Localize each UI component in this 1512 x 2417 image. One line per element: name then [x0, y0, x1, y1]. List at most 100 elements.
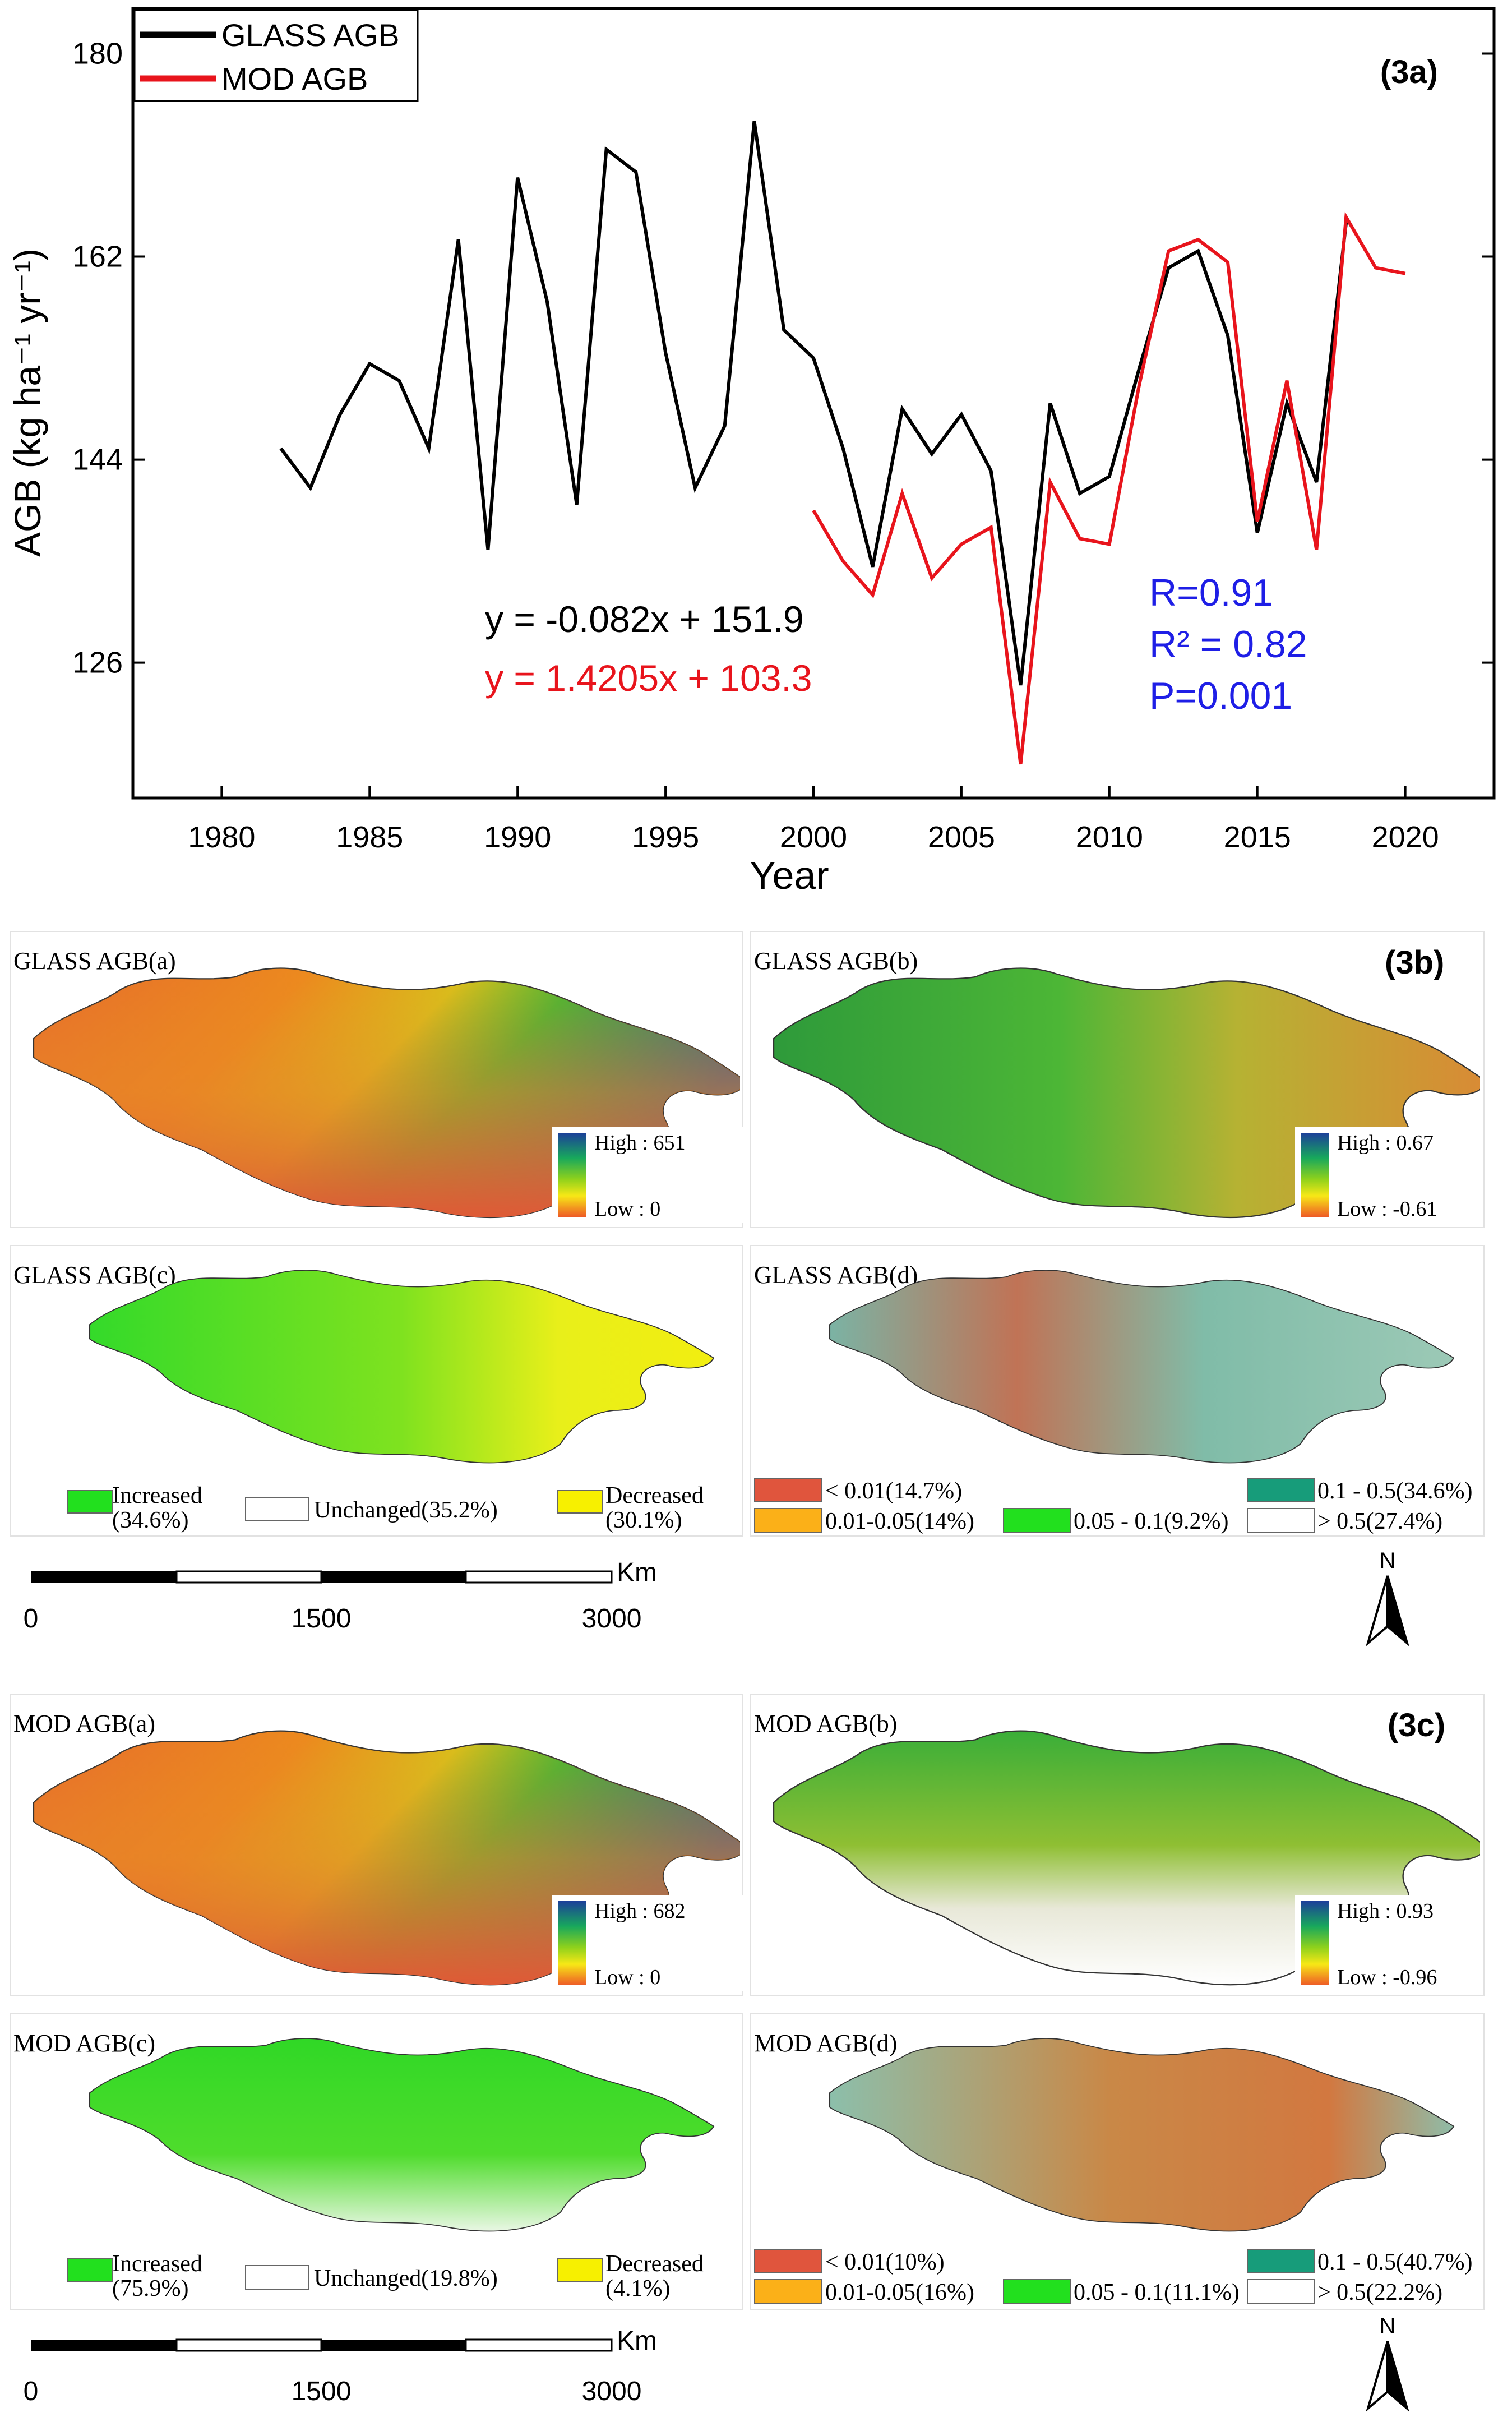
- colorbar-glass-b: High : 0.67 Low : -0.61: [1295, 1127, 1480, 1223]
- svg-text:0: 0: [24, 2377, 39, 2406]
- legend-swatch-increased: [67, 1490, 113, 1514]
- map-mod-d: [829, 2038, 1455, 2232]
- north-arrow-icon: N: [1366, 2314, 1409, 2412]
- map-mod-c: [89, 2038, 715, 2232]
- svg-text:> 0.5(27.4%): > 0.5(27.4%): [1317, 1509, 1442, 1534]
- svg-text:High : 682: High : 682: [594, 1899, 686, 1923]
- scale-bar-2: Km 0 1500 3000: [24, 2327, 657, 2406]
- x-tick-label: 2020: [1372, 820, 1439, 854]
- x-axis-label: Year: [750, 854, 829, 897]
- svg-text:Km: Km: [617, 1559, 657, 1588]
- svg-text:Km: Km: [617, 2327, 657, 2356]
- svg-text:0.05 - 0.1(9.2%): 0.05 - 0.1(9.2%): [1074, 1509, 1228, 1534]
- map-glass-d: [829, 1270, 1455, 1464]
- svg-text:(30.1%): (30.1%): [605, 1507, 682, 1533]
- svg-text:> 0.5(22.2%): > 0.5(22.2%): [1317, 2280, 1442, 2305]
- y-tick-label: 180: [72, 36, 123, 70]
- svg-text:3000: 3000: [582, 1604, 642, 1634]
- map-title-glass-a: GLASS AGB(a): [13, 947, 176, 975]
- legend-label-mod: MOD AGB: [221, 61, 368, 96]
- y-tick-label: 126: [72, 646, 123, 680]
- svg-text:High : 0.67: High : 0.67: [1337, 1131, 1434, 1155]
- colorbar-glass-a: High : 651 Low : 0: [552, 1127, 743, 1223]
- scale-bar-1: Km 0 1500 3000: [24, 1559, 657, 1634]
- stat-p: P=0.001: [1149, 675, 1292, 717]
- svg-text:0: 0: [24, 1604, 39, 1634]
- stat-r2: R² = 0.82: [1149, 623, 1307, 666]
- equation-mod: y = 1.4205x + 103.3: [485, 657, 812, 699]
- map-frame-mod-c: [10, 2013, 743, 2310]
- map-title-mod-d: MOD AGB(d): [754, 2029, 898, 2057]
- panel-tag-3c: (3c): [1388, 1707, 1446, 1743]
- map-frame-glass-b: [750, 931, 1485, 1228]
- x-tick-label: 2005: [928, 820, 995, 854]
- stat-r: R=0.91: [1149, 571, 1273, 614]
- agb-line-chart: 1980 1985 1990 1995 2000 2005 2010 2015 2020 126 1…: [7, 7, 1496, 897]
- legend-glass-d: < 0.01(14.7%) 0.1 - 0.5(34.6%) 0.01-0.05…: [754, 1478, 1472, 1534]
- map-title-mod-b: MOD AGB(b): [754, 1710, 898, 1737]
- x-tick-label: 2015: [1224, 820, 1291, 854]
- chart-legend: GLASS AGB MOD AGB: [133, 9, 419, 102]
- svg-text:0.01-0.05(14%): 0.01-0.05(14%): [825, 1509, 974, 1534]
- svg-text:Decreased: Decreased: [605, 2251, 704, 2277]
- map-title-mod-c: MOD AGB(c): [13, 2029, 155, 2057]
- map-frame-glass-d: [750, 1245, 1485, 1537]
- map-frame-glass-a: [10, 931, 743, 1228]
- svg-text:3000: 3000: [582, 2377, 642, 2406]
- colorbar-mod-b: High : 0.93 Low : -0.96: [1295, 1895, 1480, 1991]
- svg-text:Increased: Increased: [112, 2251, 202, 2277]
- legend-mod-d: < 0.01(10%) 0.1 - 0.5(40.7%) 0.01-0.05(1…: [754, 2249, 1472, 2305]
- svg-text:High : 651: High : 651: [594, 1131, 686, 1155]
- svg-text:Low : 0: Low : 0: [594, 1966, 660, 1989]
- y-axis-label: AGB (kg ha⁻¹ yr⁻¹): [7, 248, 48, 557]
- svg-text:(34.6%): (34.6%): [112, 1507, 188, 1533]
- svg-text:Increased: Increased: [112, 1483, 202, 1509]
- svg-text:< 0.01(14.7%): < 0.01(14.7%): [825, 1478, 962, 1504]
- legend-mod-c: Increased (75.9%) Unchanged(19.8%) Decre…: [67, 2251, 704, 2301]
- svg-text:0.01-0.05(16%): 0.01-0.05(16%): [825, 2280, 974, 2305]
- y-tick-label: 144: [72, 443, 123, 477]
- svg-text:Low : -0.61: Low : -0.61: [1337, 1197, 1437, 1221]
- map-frame-mod-a: [10, 1694, 743, 1996]
- x-tick-label: 2000: [780, 820, 847, 854]
- svg-text:Unchanged(35.2%): Unchanged(35.2%): [314, 1497, 498, 1523]
- svg-text:0.05 - 0.1(11.1%): 0.05 - 0.1(11.1%): [1074, 2280, 1240, 2305]
- x-tick-label: 1980: [188, 820, 255, 854]
- x-tick-label: 2010: [1076, 820, 1143, 854]
- svg-text:High : 0.93: High : 0.93: [1337, 1899, 1434, 1923]
- legend-glass-c: Increased (34.6%) Unchanged(35.2%) Decre…: [67, 1483, 704, 1533]
- svg-text:(4.1%): (4.1%): [605, 2276, 670, 2301]
- map-title-glass-b: GLASS AGB(b): [754, 947, 918, 975]
- svg-text:Decreased: Decreased: [605, 1483, 704, 1509]
- y-tick-label: 162: [72, 240, 123, 274]
- svg-text:Low : -0.96: Low : -0.96: [1337, 1966, 1437, 1989]
- series-line-glass-agb: [279, 121, 1348, 686]
- equation-glass: y = -0.082x + 151.9: [485, 598, 804, 640]
- svg-text:Unchanged(19.8%): Unchanged(19.8%): [314, 2266, 498, 2291]
- map-title-glass-c: GLASS AGB(c): [13, 1261, 176, 1289]
- legend-swatch-unchanged: [245, 1497, 309, 1521]
- map-frame-mod-d: [750, 2013, 1485, 2310]
- svg-text:N: N: [1380, 2314, 1396, 2338]
- panel-tag-3a: (3a): [1380, 54, 1438, 90]
- x-tick-label: 1990: [484, 820, 551, 854]
- svg-text:1500: 1500: [292, 1604, 352, 1634]
- panel-tag-3b: (3b): [1385, 944, 1445, 981]
- svg-text:N: N: [1380, 1548, 1396, 1573]
- map-title-mod-a: MOD AGB(a): [13, 1710, 155, 1737]
- north-arrow-icon: N: [1366, 1548, 1409, 1646]
- x-tick-label: 1985: [336, 820, 403, 854]
- map-frame-mod-b: [750, 1694, 1485, 1996]
- svg-text:Low : 0: Low : 0: [594, 1197, 660, 1221]
- svg-text:1500: 1500: [292, 2377, 352, 2406]
- svg-text:0.1 - 0.5(34.6%): 0.1 - 0.5(34.6%): [1317, 1478, 1472, 1504]
- map-frame-glass-c: [10, 1245, 743, 1537]
- map-title-glass-d: GLASS AGB(d): [754, 1261, 918, 1289]
- svg-text:< 0.01(10%): < 0.01(10%): [825, 2249, 945, 2275]
- series-line-mod-agb: [812, 211, 1406, 765]
- svg-text:(75.9%): (75.9%): [112, 2276, 188, 2301]
- colorbar-mod-a: High : 682 Low : 0: [552, 1895, 743, 1991]
- legend-swatch-decreased: [557, 1490, 603, 1514]
- x-tick-label: 1995: [632, 820, 699, 854]
- map-glass-c: [89, 1270, 715, 1464]
